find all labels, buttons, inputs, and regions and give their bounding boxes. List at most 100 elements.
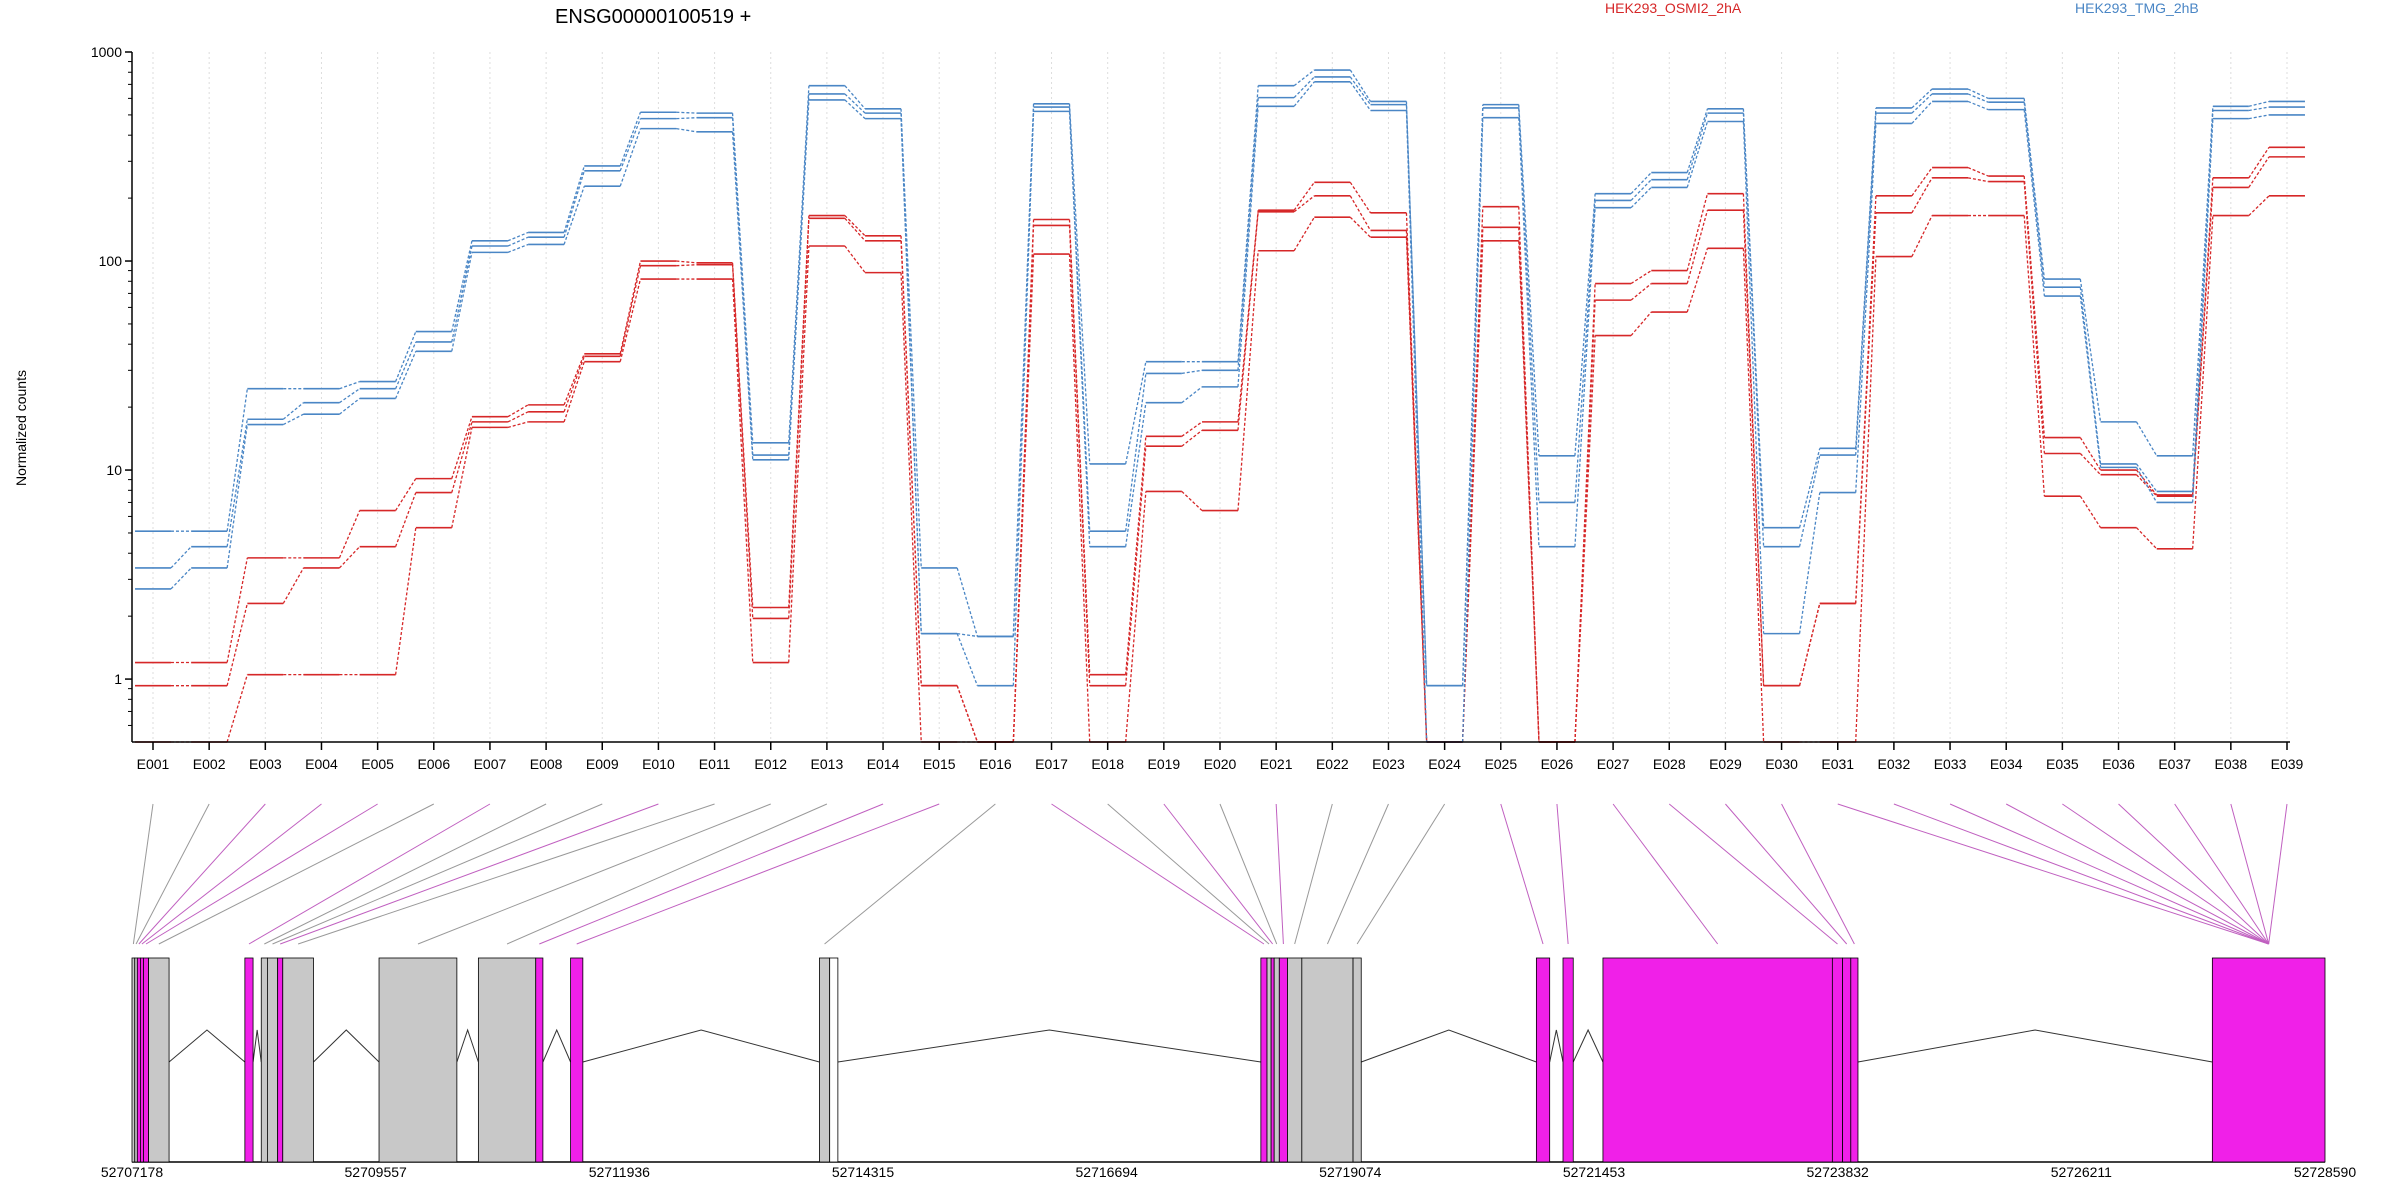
x-tick-label: E024 xyxy=(1428,756,1461,772)
exon-transition xyxy=(957,632,978,638)
exon-transition xyxy=(1237,85,1259,362)
exon-block xyxy=(143,957,149,1163)
exon-transition xyxy=(1518,240,1540,743)
exon-connector xyxy=(824,803,996,945)
exon-transition xyxy=(1911,167,1933,197)
exon-transition xyxy=(507,404,529,418)
exon-transition xyxy=(1686,108,1709,173)
y-tick-label: 10 xyxy=(106,462,122,478)
exon-transition xyxy=(451,427,473,528)
x-tick-label: E007 xyxy=(474,756,507,772)
x-tick-label: E029 xyxy=(1709,756,1742,772)
exon-block xyxy=(1850,957,1859,1163)
axes: 1 10 100 1000 E001 E002 E003 E004 E005 E006 E007 E0… xyxy=(91,44,2304,772)
exon-connectors xyxy=(132,803,2288,945)
exon-block xyxy=(1562,957,1574,1163)
exon-transition xyxy=(731,279,754,663)
genomic-coordinate-label: 52719074 xyxy=(1319,1164,1382,1180)
exon-transition xyxy=(339,388,361,404)
exon-block xyxy=(260,957,268,1163)
exon-transition xyxy=(1349,69,1372,102)
intron-line xyxy=(1572,1028,1604,1063)
genomic-coordinate-label: 52711936 xyxy=(589,1164,650,1180)
exon-connector xyxy=(1556,803,1569,945)
x-tick-label: E032 xyxy=(1878,756,1911,772)
exon-transition xyxy=(451,421,473,493)
exon-transition xyxy=(563,353,585,406)
x-tick-label: E038 xyxy=(2214,756,2247,772)
exon-transition xyxy=(1237,97,1259,371)
genomic-coordinate-label: 52728590 xyxy=(2294,1164,2357,1180)
genomic-coordinate-label: 52721453 xyxy=(1563,1164,1626,1180)
x-tick-label: E028 xyxy=(1653,756,1686,772)
exon-connector xyxy=(1837,803,2269,945)
exon-transition xyxy=(956,567,979,637)
exon-connector xyxy=(158,803,435,945)
exon-transition xyxy=(844,85,866,110)
exon-transition xyxy=(1068,254,1091,743)
x-tick-label: E020 xyxy=(1204,756,1237,772)
exon-transition xyxy=(956,633,979,686)
x-tick-label: E039 xyxy=(2271,756,2304,772)
exon-transition xyxy=(226,419,248,547)
exon-transition xyxy=(2135,421,2158,457)
x-tick-label: E015 xyxy=(923,756,956,772)
exon-transition xyxy=(1068,111,1091,547)
exon-transition xyxy=(1686,112,1709,180)
exon-transition xyxy=(1181,386,1203,404)
exon-connector xyxy=(132,803,154,945)
exon-connector xyxy=(264,803,547,945)
exon-transition xyxy=(170,546,192,569)
intron-line xyxy=(837,1029,1261,1063)
grid-lines xyxy=(152,52,2288,742)
x-tick-label: E011 xyxy=(699,756,731,772)
exon-transition xyxy=(1237,106,1259,387)
exon-connector xyxy=(2230,803,2270,945)
series-5 xyxy=(135,81,2305,743)
exon-transition xyxy=(844,245,866,274)
exon-transition xyxy=(1630,172,1652,195)
exon-transition xyxy=(1405,110,1428,743)
exon-transition xyxy=(956,685,979,743)
exon-block xyxy=(1273,957,1280,1163)
exon-transition xyxy=(507,411,529,423)
exon-transition xyxy=(451,245,473,343)
exon-transition xyxy=(1068,103,1091,464)
intron-line xyxy=(168,1029,246,1063)
exon-transition xyxy=(394,331,417,382)
exon-connector xyxy=(280,803,659,945)
exon-transition xyxy=(507,231,529,242)
exon-block xyxy=(1602,957,1833,1163)
exon-transition xyxy=(507,421,529,429)
exon-transition xyxy=(1293,181,1315,211)
exon-transition xyxy=(1349,81,1372,111)
exon-transition xyxy=(1798,448,1821,528)
exon-transition xyxy=(900,272,922,743)
exon-transition xyxy=(1630,186,1652,209)
exon-connector xyxy=(297,803,715,945)
exon-transition xyxy=(2248,195,2270,217)
exon-transition xyxy=(1742,248,1765,743)
exon-transition xyxy=(2248,114,2270,120)
exon-connector xyxy=(1500,803,1544,945)
exon-transition xyxy=(1967,166,1989,177)
exon-block xyxy=(277,957,284,1163)
x-tick-label: E021 xyxy=(1260,756,1293,772)
exon-transition xyxy=(2248,100,2270,107)
exon-transition xyxy=(338,510,361,559)
exon-transition xyxy=(844,99,866,120)
exon-transition xyxy=(451,252,473,352)
exon-transition xyxy=(1518,104,1540,456)
x-tick-label: E003 xyxy=(249,756,282,772)
exon-transition xyxy=(226,424,248,569)
exon-connector xyxy=(141,803,322,945)
exon-transition xyxy=(1012,111,1035,686)
exon-transition xyxy=(2135,467,2158,503)
exon-transition xyxy=(2079,278,2102,422)
exon-transition xyxy=(619,118,642,172)
x-tick-label: E033 xyxy=(1934,756,1967,772)
exon-connector xyxy=(1612,803,1719,945)
exon-transition xyxy=(1125,402,1147,547)
exon-transition xyxy=(1125,373,1147,532)
exon-transition xyxy=(844,217,866,242)
